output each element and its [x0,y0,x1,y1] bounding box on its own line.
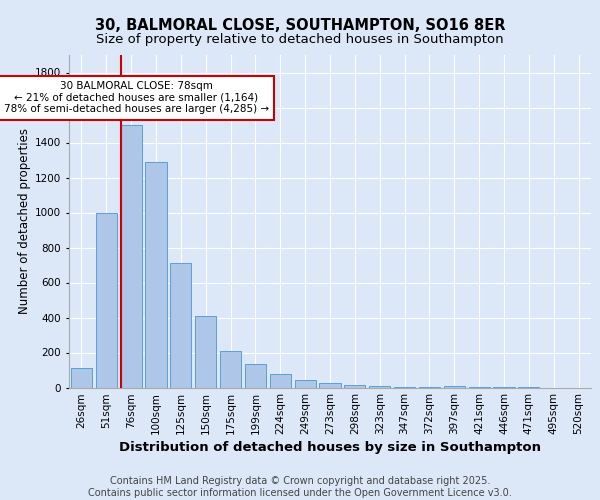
Bar [319,383,341,388]
Text: 30, BALMORAL CLOSE, SOUTHAMPTON, SO16 8ER: 30, BALMORAL CLOSE, SOUTHAMPTON, SO16 8E… [95,18,505,32]
Bar [444,386,465,388]
Bar [121,125,142,388]
Bar [145,162,167,388]
X-axis label: Distribution of detached houses by size in Southampton: Distribution of detached houses by size … [119,442,541,454]
Bar [394,386,415,388]
Bar [270,374,291,388]
Bar [195,316,216,388]
Bar [170,263,191,388]
Text: Size of property relative to detached houses in Southampton: Size of property relative to detached ho… [96,33,504,46]
Bar [369,386,390,388]
Y-axis label: Number of detached properties: Number of detached properties [18,128,31,314]
Bar [71,368,92,388]
Bar [344,385,365,388]
Text: 30 BALMORAL CLOSE: 78sqm
← 21% of detached houses are smaller (1,164)
78% of sem: 30 BALMORAL CLOSE: 78sqm ← 21% of detach… [4,81,269,114]
Bar [419,387,440,388]
Text: Contains HM Land Registry data © Crown copyright and database right 2025.
Contai: Contains HM Land Registry data © Crown c… [88,476,512,498]
Bar [245,364,266,388]
Bar [220,351,241,388]
Bar [295,380,316,388]
Bar [96,212,117,388]
